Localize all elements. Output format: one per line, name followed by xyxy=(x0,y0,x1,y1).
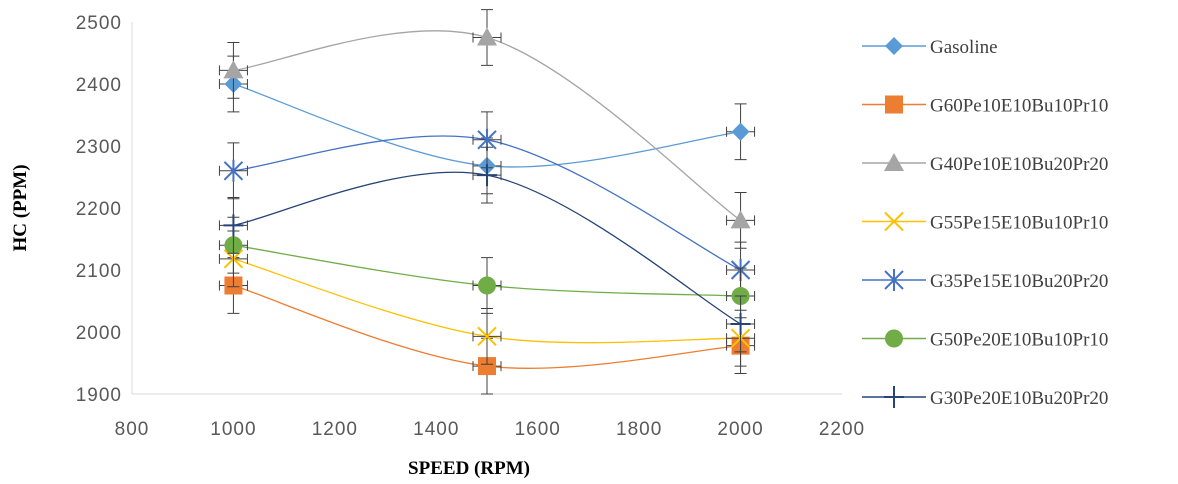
x-tick-label: 2200 xyxy=(819,419,865,440)
legend-label: G55Pe15E10Bu10Pr10 xyxy=(930,213,1108,234)
x-tick-labels: 800 1000 1200 1400 1600 1800 2000 2200 xyxy=(115,419,865,440)
series-3 xyxy=(218,9,756,249)
legend-marker xyxy=(885,37,903,55)
legend-item: G60Pe10E10Bu10Pr10 xyxy=(862,95,1108,117)
data-point xyxy=(730,312,751,335)
data-point xyxy=(477,27,497,46)
legend-marker xyxy=(884,211,904,232)
legend-marker xyxy=(884,386,904,408)
legend-marker xyxy=(885,329,903,348)
legend-label: G30Pe20E10Bu20Pr20 xyxy=(930,388,1108,409)
legend-label: G50Pe20E10Bu10Pr10 xyxy=(930,330,1108,351)
y-tick-label: 2500 xyxy=(76,13,122,34)
x-tick-label: 2000 xyxy=(717,419,763,440)
data-point xyxy=(731,122,750,141)
data-point xyxy=(478,276,496,295)
legend-item: G55Pe15E10Bu10Pr10 xyxy=(862,211,1108,234)
y-tick-label: 2300 xyxy=(76,137,122,158)
x-tick-label: 1600 xyxy=(515,419,561,440)
x-tick-label: 800 xyxy=(115,419,150,440)
series-7 xyxy=(218,146,756,353)
legend-label: Gasoline xyxy=(930,37,998,58)
y-tick-label: 1900 xyxy=(76,385,122,406)
legend: Gasoline G60Pe10E10Bu10Pr10 G40Pe10E10Bu20… xyxy=(862,37,1108,409)
legend-item: Gasoline xyxy=(862,37,998,58)
series-layer xyxy=(218,9,756,395)
legend-marker xyxy=(885,95,903,114)
legend-item: G30Pe20E10Bu20Pr20 xyxy=(862,386,1108,409)
legend-item: G35Pe15E10Bu20Pr20 xyxy=(862,269,1108,292)
data-point xyxy=(478,357,496,376)
y-tick-labels: 1900 2000 2100 2200 2300 2400 2500 xyxy=(76,13,122,406)
legend-marker xyxy=(884,269,904,291)
legend-item: G40Pe10E10Bu20Pr20 xyxy=(862,153,1108,175)
legend-marker xyxy=(884,153,904,171)
data-point xyxy=(223,214,244,237)
data-point xyxy=(477,164,497,187)
legend-label: G60Pe10E10Bu10Pr10 xyxy=(930,96,1108,117)
series-6 xyxy=(218,216,756,325)
y-tick-label: 2100 xyxy=(76,261,122,282)
legend-item: G50Pe20E10Bu10Pr10 xyxy=(862,329,1108,351)
y-tick-label: 2400 xyxy=(76,75,122,96)
data-point xyxy=(730,210,751,229)
data-point xyxy=(223,159,244,182)
x-tick-label: 1200 xyxy=(312,419,358,440)
x-tick-label: 1000 xyxy=(210,419,256,440)
legend-label: G40Pe10E10Bu20Pr20 xyxy=(930,154,1108,175)
data-point xyxy=(477,326,497,347)
x-axis-title: SPEED (RPM) xyxy=(408,458,530,479)
data-point xyxy=(223,60,244,79)
y-tick-label: 2000 xyxy=(76,323,122,344)
series-2 xyxy=(218,257,756,395)
y-tick-label: 2200 xyxy=(76,199,122,220)
x-tick-label: 1400 xyxy=(413,419,459,440)
legend-label: G35Pe15E10Bu20Pr20 xyxy=(930,271,1108,292)
x-tick-label: 1800 xyxy=(616,419,662,440)
y-axis-title: HC (PPM) xyxy=(10,164,31,251)
